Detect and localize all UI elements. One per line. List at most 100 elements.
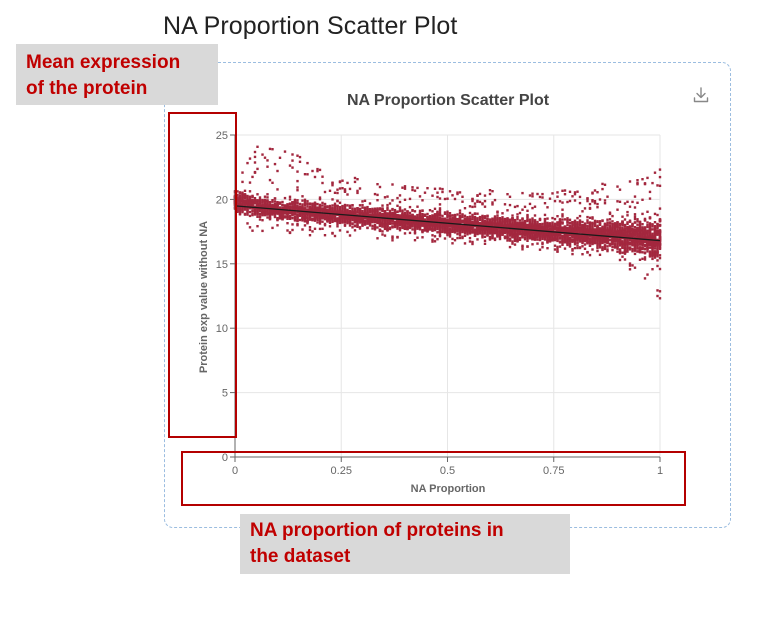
data-point [273,205,277,208]
data-point [353,217,357,220]
data-point [553,238,557,242]
data-point [518,221,522,225]
data-point [331,207,334,210]
data-point [273,208,277,212]
data-point [446,226,449,229]
data-point [541,192,544,196]
data-point [286,212,289,215]
data-point [531,217,534,220]
data-point [463,218,467,221]
data-point [253,199,257,202]
data-point [343,223,347,226]
data-point [311,202,314,205]
data-point [273,162,277,166]
data-point [478,215,482,219]
data-point [296,207,299,210]
data-point [606,195,609,198]
data-point [333,213,337,216]
data-point [576,227,579,231]
data-point [521,222,524,225]
data-point [426,223,429,226]
data-point [396,227,399,230]
data-point [363,219,367,222]
data-point [386,195,389,198]
data-point [341,219,344,222]
data-point [548,233,552,236]
data-point [471,222,474,226]
data-point [423,226,427,230]
data-point [243,204,247,207]
data-point [453,220,457,224]
data-point [441,220,444,223]
data-point [526,216,529,220]
data-point [458,191,462,194]
data-point [401,217,404,220]
data-point [356,191,359,195]
data-point [303,202,307,205]
data-point [266,212,269,215]
data-point [436,191,439,194]
data-point [498,236,502,239]
data-point [328,215,332,219]
data-point [333,204,337,208]
data-point [346,193,349,196]
data-point [341,187,344,190]
data-point [313,201,317,204]
data-point [511,217,514,220]
data-point [363,213,367,216]
data-point [518,211,522,215]
data-point [288,215,292,218]
data-point [521,244,524,247]
data-point [506,236,509,239]
data-point [241,196,244,199]
data-point [403,214,407,218]
data-point [333,207,337,211]
data-point [416,224,419,227]
data-point [328,189,332,192]
data-point [566,243,569,247]
data-point [606,237,609,240]
data-point [583,238,587,241]
data-point [511,236,514,239]
data-point [416,213,419,217]
data-point [311,230,314,233]
data-point [501,216,504,219]
data-point [433,227,437,230]
data-point [271,199,274,202]
data-point [296,210,299,214]
data-point [518,219,522,222]
data-point [586,230,589,233]
data-point [571,234,574,237]
data-point [608,228,612,231]
data-point [408,211,412,215]
data-point [338,207,342,211]
data-point [251,207,254,210]
data-point [288,164,292,167]
data-point [558,218,562,221]
data-point [291,206,294,209]
data-point [353,219,357,223]
data-point [416,236,419,239]
data-point [366,222,369,225]
data-point [383,210,387,213]
data-point [513,224,517,227]
data-point [553,199,557,203]
data-point [501,218,504,221]
data-point [598,231,602,235]
data-point [441,187,444,191]
data-point [428,215,432,218]
data-point [306,209,309,212]
data-point [276,218,279,222]
data-point [578,195,582,199]
data-point [526,213,529,217]
data-point [431,214,434,217]
data-point [611,241,614,244]
data-point [483,228,487,232]
data-point [363,206,367,210]
data-point [348,217,352,221]
data-point [588,202,592,206]
data-point [271,226,274,230]
data-point [313,213,317,216]
data-point [481,233,484,236]
data-point [598,220,602,223]
